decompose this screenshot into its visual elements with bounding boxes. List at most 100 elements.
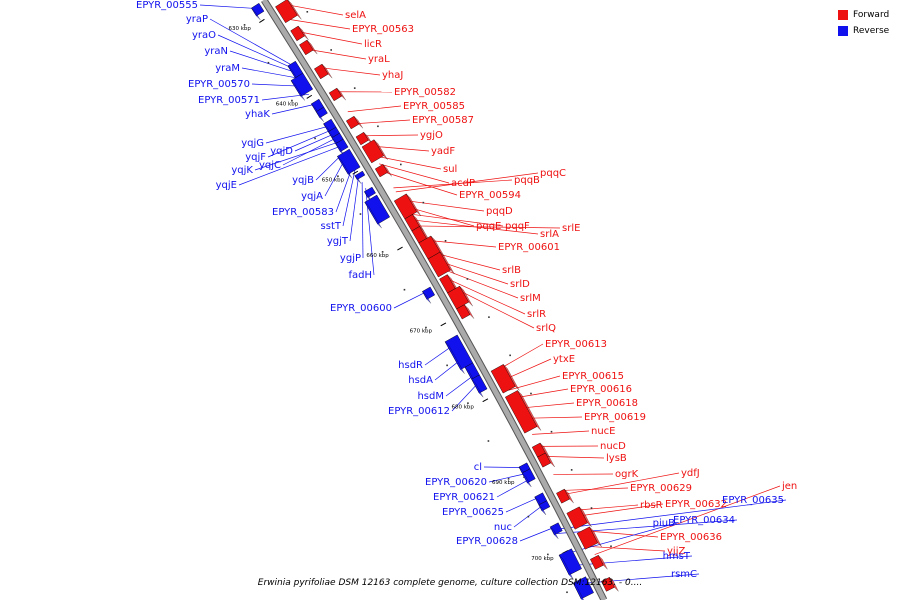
legend-item-forward: Forward <box>838 8 900 22</box>
forward-gene-edge <box>517 390 542 431</box>
forward-gene-edge <box>321 63 333 79</box>
reverse-gene-label: yraO <box>192 30 216 41</box>
scale-tick <box>440 322 447 327</box>
reverse-gene-connector <box>488 473 526 483</box>
forward-gene-label: sul <box>443 164 457 175</box>
reverse-gene-label: hmsT <box>663 551 691 562</box>
forward-gene-label: EPYR_00618 <box>576 398 638 409</box>
reverse-gene-connector <box>483 466 523 468</box>
forward-gene-label: srlR <box>527 309 546 320</box>
reverse-gene-label: EPYR_00612 <box>388 406 450 417</box>
reverse-gene-edge <box>354 175 362 184</box>
scale-tick-label: 630 kbp <box>229 26 252 32</box>
forward-gene-label: srlD <box>510 279 530 290</box>
reverse-gene-label: EPYR_00583 <box>272 207 334 218</box>
reverse-gene-connector <box>361 182 364 259</box>
reverse-gene-label: hsdM <box>417 391 444 402</box>
minor-mark <box>570 469 573 471</box>
reverse-gene-label: yqjE <box>216 180 237 191</box>
minor-mark <box>330 49 332 51</box>
minor-mark <box>267 61 270 64</box>
legend-label: Reverse <box>853 26 890 36</box>
legend: Forward Reverse <box>838 8 900 40</box>
forward-gene-label: acdP <box>451 178 475 189</box>
reverse-gene-label: yqjG <box>241 138 264 149</box>
minor-mark <box>353 87 356 89</box>
forward-gene-connector <box>379 163 450 184</box>
forward-gene-label: EPYR_00594 <box>459 190 521 201</box>
scale-tick <box>397 246 403 251</box>
reverse-gene-label: EPYR_00628 <box>456 536 518 547</box>
reverse-gene-connector <box>496 479 530 498</box>
reverse-gene-connector <box>349 176 359 242</box>
label-connectors <box>199 3 787 584</box>
forward-gene-label: ogrK <box>615 469 639 480</box>
reverse-gene-label: cl <box>474 462 482 473</box>
forward-gene <box>374 164 388 178</box>
forward-gene-connector <box>393 179 513 189</box>
forward-gene-label: ygjO <box>420 130 443 141</box>
forward-gene-edge <box>545 452 555 468</box>
forward-gene-label: EPYR_00585 <box>403 101 465 112</box>
reverse-gene-label: EPYR_00634 <box>673 515 735 526</box>
forward-gene <box>355 131 369 146</box>
forward-gene <box>590 554 604 570</box>
legend-label: Forward <box>853 10 890 20</box>
scale-tick-label: 680 kbp <box>451 404 474 410</box>
forward-gene-connector <box>439 267 519 299</box>
reverse-gene-label: fadH <box>348 270 372 281</box>
reverse-gene-connector <box>445 375 474 397</box>
forward-gene-label: pqqC <box>540 168 566 179</box>
reverse-gene-connector <box>217 34 293 69</box>
forward-gene-connector <box>320 67 381 76</box>
forward-gene-label: yjjZ <box>667 546 685 557</box>
reverse-gene-connector <box>342 170 356 227</box>
forward-gene-label: EPYR_00616 <box>570 384 632 395</box>
reverse-gene-label: EPYR_00555 <box>136 0 198 11</box>
reverse-gene-edge <box>471 379 484 398</box>
reverse-gene-edge <box>251 7 261 21</box>
scale-tick-label: 660 kbp <box>366 253 389 259</box>
scale-tick-label: 650 kbp <box>322 177 345 183</box>
forward-gene-connector <box>532 430 590 435</box>
reverse-gene-connector <box>335 166 353 213</box>
forward-gene-label: EPYR_00582 <box>394 87 456 98</box>
forward-gene-connector <box>383 171 458 196</box>
reverse-gene-connector <box>519 527 555 542</box>
forward-gene-edge <box>336 88 346 101</box>
reverse-gene-connector <box>254 141 339 171</box>
reverse-gene-label: EPYR_00570 <box>188 79 250 90</box>
forward-gene-label: yraL <box>368 54 390 65</box>
minor-mark <box>291 99 293 102</box>
forward-gene-label: ydfJ <box>681 468 700 479</box>
forward-gene-label: EPYR_00615 <box>562 371 624 382</box>
forward-gene-edge <box>459 286 473 307</box>
minor-mark <box>467 402 469 404</box>
minor-mark <box>337 175 339 178</box>
forward-gene-edge <box>406 193 421 217</box>
forward-gene-label: yadF <box>431 146 455 157</box>
forward-gene-label: srlE <box>562 223 580 234</box>
minor-mark <box>590 507 593 509</box>
reverse-gene-label: yqjB <box>292 175 314 186</box>
forward-gene-connector <box>298 31 363 45</box>
reverse-gene-label: EPYR_00621 <box>433 492 495 503</box>
forward-gene-connector <box>374 155 442 170</box>
minor-mark <box>466 278 469 280</box>
forward-gene-connector <box>423 239 497 248</box>
reverse-gene-label: yqjD <box>270 146 293 157</box>
forward-gene-label: lysB <box>606 453 627 464</box>
reverse-gene-label: EPYR_00635 <box>722 495 784 506</box>
forward-gene-edge <box>353 116 363 129</box>
scale-tick <box>306 94 313 99</box>
forward-gene <box>299 39 314 56</box>
minor-mark <box>306 11 309 13</box>
forward-gene-label: nucE <box>591 426 616 437</box>
forward-gene-edge <box>464 304 475 319</box>
backbone-line <box>261 0 607 600</box>
forward-gene-label: EPYR_00613 <box>545 339 607 350</box>
scale-ticks: 630 kbp 640 kbp 650 kbp 660 kbp 670 kbp 680 k… <box>229 11 612 594</box>
scale-tick <box>259 18 265 23</box>
forward-gene-label: yhaJ <box>382 70 403 81</box>
forward-gene-connector <box>400 199 485 212</box>
